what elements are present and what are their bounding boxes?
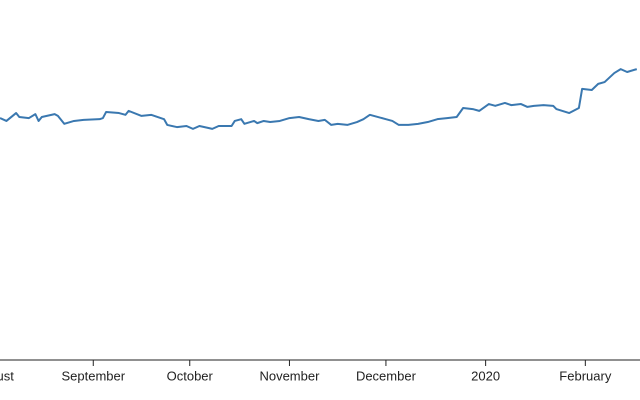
x-tick-label: October	[167, 368, 214, 383]
x-tick-label: November	[259, 368, 320, 383]
x-tick-label: 2020	[471, 368, 500, 383]
x-tick-label: September	[61, 368, 125, 383]
line	[0, 68, 638, 130]
x-tick-label: August	[0, 368, 14, 383]
x-tick-label: February	[559, 368, 612, 383]
x-tick-label: December	[356, 368, 417, 383]
